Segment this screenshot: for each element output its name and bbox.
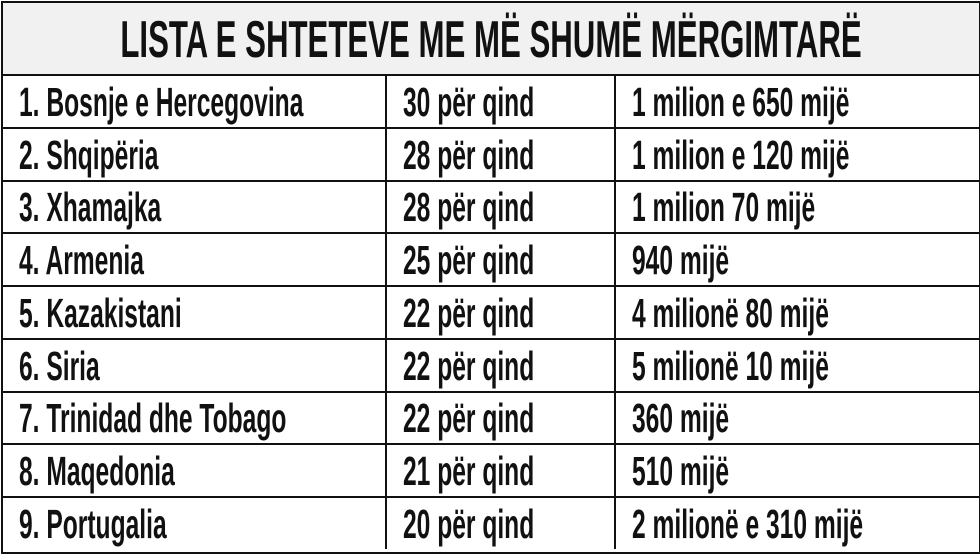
country-cell-text: 2. Shqipëria xyxy=(19,131,159,178)
percent-cell-text: 30 për qind xyxy=(403,79,535,125)
percent-cell: 20 për qind xyxy=(387,497,616,549)
percent-cell-text: 22 për qind xyxy=(403,342,535,389)
count-cell: 5 milionë 10 mijë xyxy=(616,340,979,391)
country-cell-text: 3. Xhamajka xyxy=(19,184,162,231)
count-cell-text: 940 mijë xyxy=(632,237,730,284)
country-cell: 8. Maqedonia xyxy=(3,444,387,496)
count-cell-text: 1 milion 70 mijë xyxy=(632,184,816,231)
count-cell-text: 4 milionë 80 mijë xyxy=(632,289,829,336)
count-cell: 1 milion e 120 mijë xyxy=(616,129,979,180)
country-cell: 6. Siria xyxy=(3,339,387,391)
table-row: 7. Trinidad dhe Tobago 22 për qind 360 mij… xyxy=(3,392,979,446)
count-cell-text: 2 milionë e 310 mijë xyxy=(632,500,864,547)
count-cell: 1 milion 70 mijë xyxy=(616,181,979,232)
country-cell-text: 4. Armenia xyxy=(19,237,144,284)
table-row: 1. Bosnje e Hercegovina 30 për qind 1 mili… xyxy=(3,76,979,129)
percent-cell-text: 28 për qind xyxy=(403,184,535,231)
table-row: 6. Siria 22 për qind 5 milionë 10 mijë xyxy=(3,339,979,393)
count-cell: 940 mijë xyxy=(616,234,979,285)
percent-cell-text: 22 për qind xyxy=(403,289,535,336)
count-cell: 1 milion e 650 mijë xyxy=(616,76,979,127)
country-cell: 5. Kazakistani xyxy=(3,286,387,338)
country-cell: 4. Armenia xyxy=(3,234,387,286)
count-cell-text: 360 mijë xyxy=(632,395,730,442)
table-title: LISTA E SHTETEVE ME MË SHUMË MËRGIMTARË xyxy=(120,11,862,69)
percent-cell-text: 20 për qind xyxy=(403,500,535,547)
table-row: 5. Kazakistani 22 për qind 4 milionë 80 mi… xyxy=(3,286,979,340)
table-title-band: LISTA E SHTETEVE ME MË SHUMË MËRGIMTARË xyxy=(3,3,979,76)
percent-cell: 28 për qind xyxy=(387,128,616,180)
percent-cell: 22 për qind xyxy=(387,286,616,338)
count-cell: 4 milionë 80 mijë xyxy=(616,287,979,338)
country-cell-text: 9. Portugalia xyxy=(19,500,167,547)
count-cell-text: 1 milion e 120 mijë xyxy=(632,131,850,178)
count-cell-text: 1 milion e 650 mijë xyxy=(632,79,850,125)
percent-cell-text: 21 për qind xyxy=(403,447,535,494)
country-cell-text: 1. Bosnje e Hercegovina xyxy=(19,79,304,125)
count-cell: 510 mijë xyxy=(616,445,979,496)
percent-cell-text: 22 për qind xyxy=(403,395,535,442)
percent-cell: 25 për qind xyxy=(387,234,616,286)
percent-cell: 30 për qind xyxy=(387,76,616,127)
count-cell-text: 510 mijë xyxy=(632,447,730,494)
country-cell: 1. Bosnje e Hercegovina xyxy=(3,76,387,127)
percent-cell: 22 për qind xyxy=(387,339,616,391)
table-row: 2. Shqipëria 28 për qind 1 milion e 120 mi… xyxy=(3,128,979,182)
country-cell: 2. Shqipëria xyxy=(3,128,387,180)
country-cell: 7. Trinidad dhe Tobago xyxy=(3,392,387,444)
country-cell: 3. Xhamajka xyxy=(3,181,387,233)
table-row: 3. Xhamajka 28 për qind 1 milion 70 mijë xyxy=(3,181,979,235)
country-cell-text: 5. Kazakistani xyxy=(19,289,182,336)
table-row: 8. Maqedonia 21 për qind 510 mijë xyxy=(3,444,979,498)
percent-cell: 21 për qind xyxy=(387,444,616,496)
country-cell: 9. Portugalia xyxy=(3,497,387,549)
table-row: 9. Portugalia 20 për qind 2 milionë e 310 … xyxy=(3,497,979,549)
country-cell-text: 8. Maqedonia xyxy=(19,447,175,494)
table-row: 4. Armenia 25 për qind 940 mijë xyxy=(3,234,979,288)
percent-cell-text: 28 për qind xyxy=(403,131,535,178)
country-cell-text: 7. Trinidad dhe Tobago xyxy=(19,395,287,442)
percent-cell: 28 për qind xyxy=(387,181,616,233)
percent-cell: 22 për qind xyxy=(387,392,616,444)
count-cell-text: 5 milionë 10 mijë xyxy=(632,342,829,389)
country-cell-text: 6. Siria xyxy=(19,342,100,389)
count-cell: 2 milionë e 310 mijë xyxy=(616,498,979,549)
count-cell: 360 mijë xyxy=(616,392,979,443)
percent-cell-text: 25 për qind xyxy=(403,237,535,284)
